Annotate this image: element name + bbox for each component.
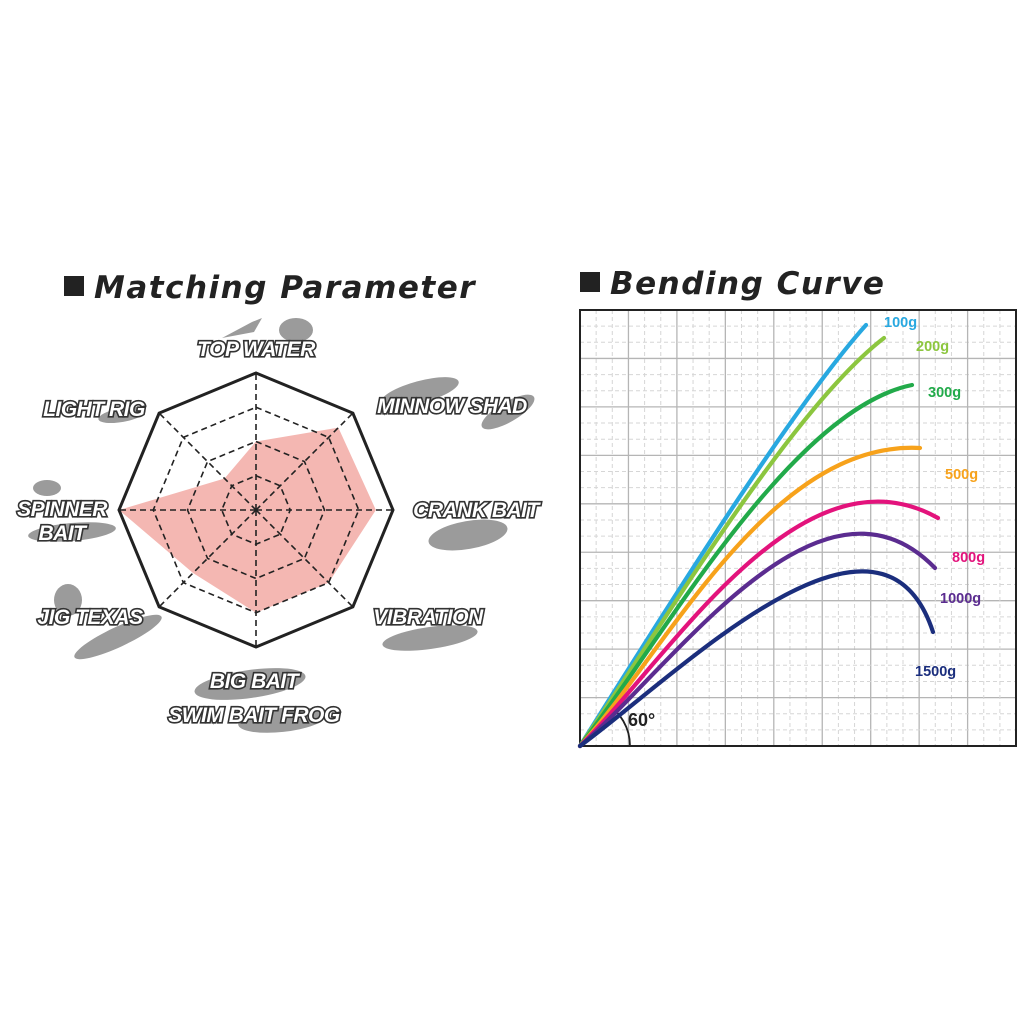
radar-outline: [117, 371, 395, 649]
radar-spoke: [158, 412, 257, 511]
bend-curve-200g: [577, 335, 887, 749]
radar-category-label: BAIT: [39, 522, 89, 545]
lure-silhouettes: [28, 318, 535, 733]
radar-category-label: TOP WATER: [197, 338, 316, 361]
popper-lure-icon: [222, 318, 262, 338]
bend-curve-300g: [577, 382, 915, 749]
radar-category-label: MINNOW SHAD: [377, 395, 527, 418]
shad-lure-icon: [481, 394, 535, 430]
bending-curve-title: Bending Curve: [580, 266, 885, 302]
radar-category-label: JIG TEXAS: [37, 606, 143, 629]
jig-skirt-icon: [54, 584, 82, 616]
bend-curve-1000g: [577, 531, 938, 749]
radar-category-label: SPINNER: [17, 498, 108, 521]
bend-curve-800g: [577, 499, 941, 749]
minnow-lure-icon: [381, 377, 459, 407]
matching-parameter-title: Matching Parameter: [64, 270, 476, 306]
bend-curve-label: 100g: [884, 315, 917, 331]
radar-spoke: [255, 509, 354, 608]
swimbait-icon: [238, 707, 326, 733]
jig-lure-icon: [74, 614, 162, 660]
bend-curve-label: 1500g: [915, 664, 956, 680]
bending-curve-title-text: Bending Curve: [610, 266, 886, 302]
bending-curve-chart: 60° 100g 200g 300g 500g 800g 1000g 1500g: [577, 309, 1017, 749]
bend-curve-1500g: [577, 569, 936, 749]
big-bait-icon: [194, 668, 306, 700]
spinnerbait-icon: [28, 522, 116, 542]
angle-label: 60°: [628, 710, 655, 730]
radar-category-label: SWIM BAIT FROG: [168, 704, 340, 727]
radar-category-label: VIBRATION: [373, 606, 484, 629]
radar-spoke: [255, 412, 354, 511]
bend-curve-label: 300g: [928, 385, 961, 401]
bend-curve-label: 200g: [916, 339, 949, 355]
title-square-icon: [64, 276, 84, 296]
bend-curve-label: 800g: [952, 550, 985, 566]
radar-data-area: [119, 427, 376, 613]
radar-category-label: LIGHT RIG: [43, 398, 145, 421]
spinner-blade-icon: [33, 480, 61, 496]
radar-category-label: CRANK BAIT: [413, 499, 541, 522]
title-square-icon: [580, 272, 600, 292]
radar-spoke: [158, 509, 257, 608]
bend-curve-500g: [577, 445, 923, 749]
light-rig-lure-icon: [98, 406, 146, 424]
bend-curve-label: 1000g: [940, 591, 981, 607]
radar-chart: TOP WATER MINNOW SHAD CRANK BAIT VIBRATION B…: [15, 336, 543, 728]
bend-plot-frame: [579, 309, 1017, 747]
crank-lure-icon: [428, 519, 508, 551]
radar-category-label: BIG BAIT: [210, 670, 301, 693]
matching-parameter-title-text: Matching Parameter: [94, 270, 477, 306]
vibration-lure-icon: [382, 625, 478, 651]
bend-curve-label: 500g: [945, 467, 978, 483]
frog-lure-icon: [279, 318, 313, 342]
